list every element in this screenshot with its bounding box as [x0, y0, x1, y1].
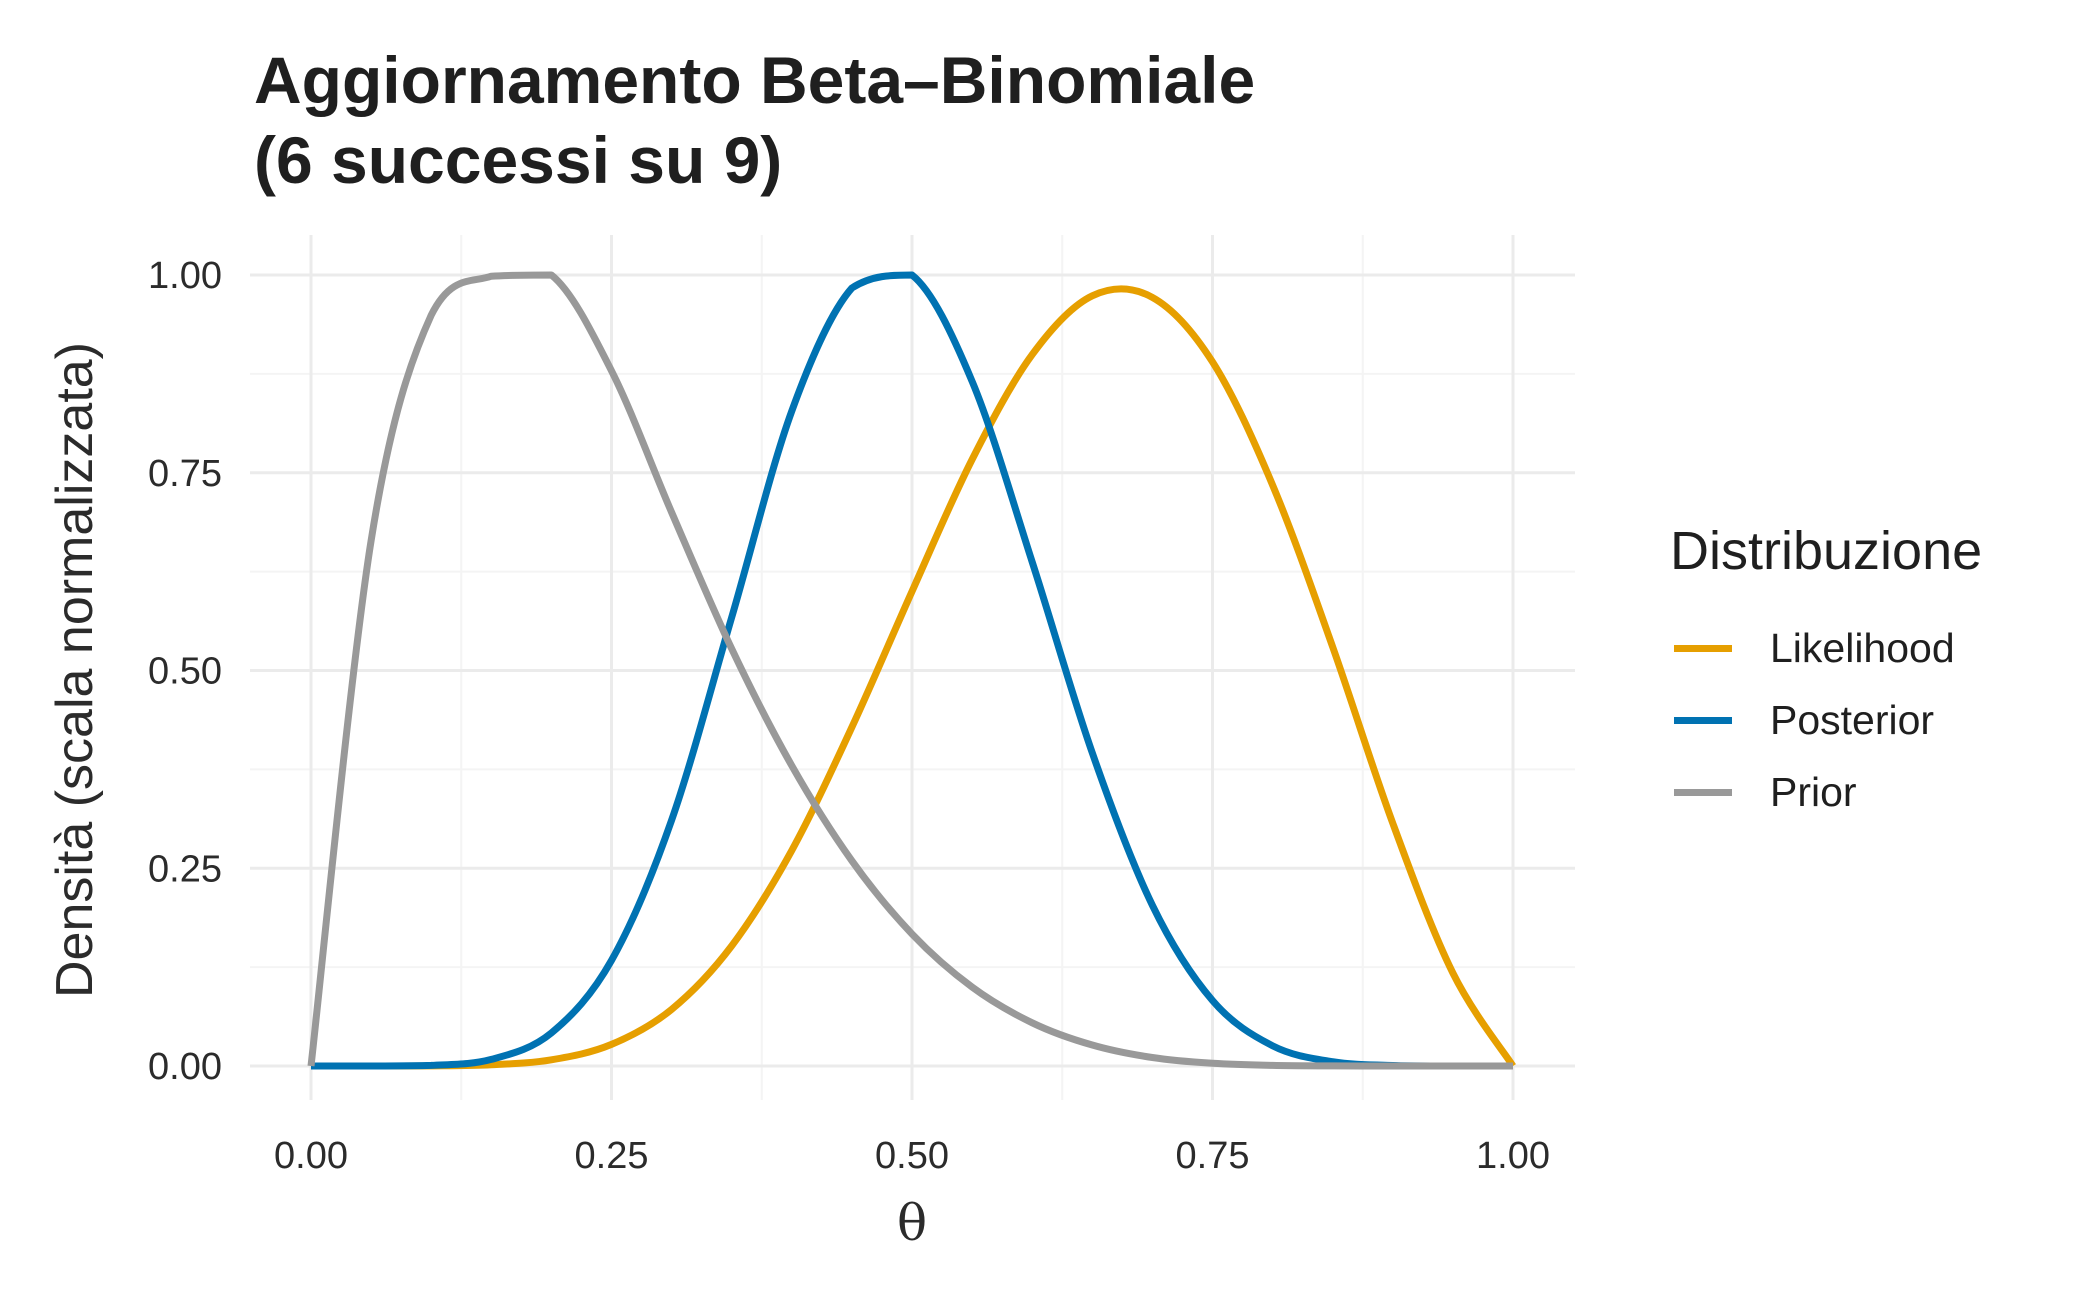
legend-label-prior: Prior [1770, 768, 1857, 815]
series-line-prior [307, 271, 1513, 1070]
series-line-likelihood [311, 285, 1516, 1070]
x-tick-label: 1.00 [1476, 1135, 1550, 1177]
legend-title: Distribuzione [1670, 521, 1983, 581]
x-tick-label: 0.00 [274, 1135, 348, 1177]
legend-item-likelihood: Likelihood [1670, 612, 1982, 684]
legend-item-prior: Prior [1670, 756, 1982, 828]
legend-label-posterior: Posterior [1770, 696, 1935, 743]
legend-key-likelihood [1674, 644, 1732, 652]
y-tick-label: 0.75 [148, 453, 222, 495]
series-lines [307, 271, 1516, 1070]
legend-key-prior [1674, 788, 1732, 796]
x-axis-label: θ [897, 1194, 927, 1252]
x-tick-label: 0.75 [1176, 1135, 1250, 1177]
y-tick-label: 0.25 [148, 848, 222, 890]
legend-key-posterior [1674, 716, 1732, 724]
series-line-posterior [311, 271, 1513, 1070]
y-axis-label: Densità (scala normalizzata) [46, 342, 104, 998]
chart-title: Aggiornamento Beta–Binomiale (6 successi… [254, 40, 1255, 200]
legend-label-likelihood: Likelihood [1770, 624, 1955, 671]
y-tick-label: 0.50 [148, 651, 222, 693]
y-tick-label: 1.00 [148, 255, 222, 297]
x-tick-label: 0.50 [875, 1135, 949, 1177]
y-tick-label: 0.00 [148, 1046, 222, 1088]
x-tick-label: 0.25 [575, 1135, 649, 1177]
tick-labels: 0.00 0.25 0.50 0.75 1.00 0.00 0.25 0.50 0.75 1.00 [148, 255, 1550, 1177]
chart-title-line-1: Aggiornamento Beta–Binomiale [254, 43, 1256, 117]
legend-item-posterior: Posterior [1670, 684, 1982, 756]
chart-title-line-2: (6 successi su 9) [254, 123, 783, 197]
legend: Distribuzione Likelihood Posterior Prior [1670, 520, 1982, 828]
grid [250, 235, 1575, 1100]
